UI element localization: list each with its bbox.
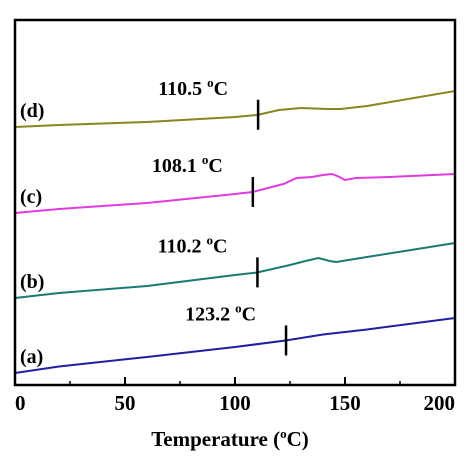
axis-layer: 0 50 100 150 200 (13, 18, 457, 415)
plot-frame (13, 18, 457, 387)
x-tick-label-2: 100 (219, 391, 251, 415)
transition-label-0: 123.2 oC (185, 300, 256, 325)
annotation-layer: (a) 123.2 oC (b) 110.2 oC (c) 108.1 oC (d) 110.… (20, 75, 288, 368)
series-label-3: (d) (20, 100, 44, 122)
x-tick-label-4: 200 (424, 391, 456, 415)
x-tick-label-3: 150 (329, 391, 361, 415)
series-line-1 (14, 242, 456, 299)
series-label-0: (a) (20, 346, 43, 368)
series-layer (14, 90, 456, 374)
series-line-0 (14, 317, 456, 374)
x-tick-label-1: 50 (115, 391, 136, 415)
series-label-2: (c) (20, 186, 42, 208)
transition-label-3: 110.5 oC (158, 75, 228, 100)
series-label-1: (b) (20, 271, 44, 293)
x-axis-label: Temperature (oC) (151, 426, 309, 451)
series-line-3 (14, 90, 456, 128)
x-tick-label-0: 0 (15, 391, 26, 415)
transition-label-1: 110.2 oC (158, 232, 228, 257)
series-line-2 (14, 172, 456, 214)
transition-label-2: 108.1 oC (152, 152, 223, 177)
